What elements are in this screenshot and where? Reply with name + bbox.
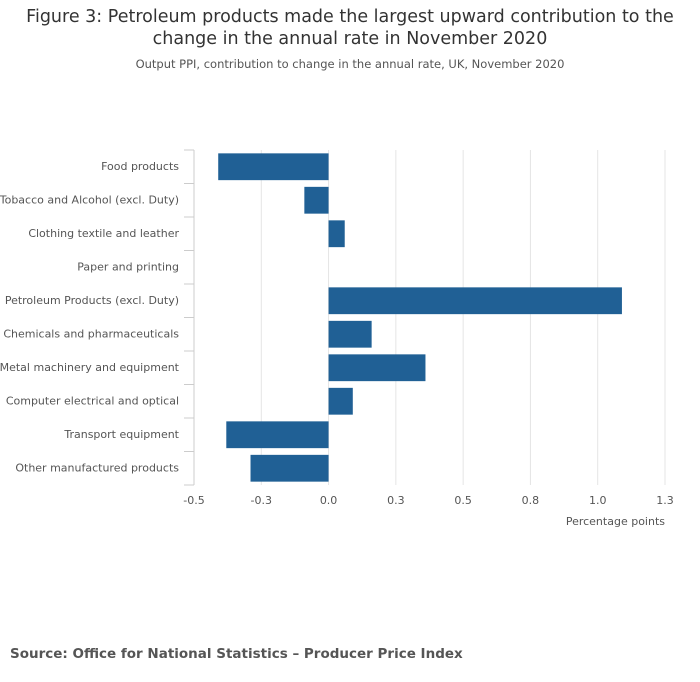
- bar: [218, 153, 329, 181]
- y-tick-label: Petroleum Products (excl. Duty): [5, 294, 179, 307]
- y-tick-label: Clothing textile and leather: [28, 227, 179, 240]
- bar: [328, 354, 426, 382]
- chart-subtitle: Output PPI, contribution to change in th…: [135, 57, 565, 71]
- bar: [226, 421, 329, 449]
- x-tick-label: 0.0: [320, 494, 338, 507]
- bar: [250, 454, 329, 482]
- x-tick-label: -0.3: [251, 494, 272, 507]
- x-tick-label: 1.3: [656, 494, 674, 507]
- bar: [304, 186, 329, 214]
- bar: [328, 320, 372, 348]
- x-tick-label: 0.3: [387, 494, 405, 507]
- x-axis-label: Percentage points: [566, 515, 665, 528]
- y-tick-label: Food products: [101, 160, 179, 173]
- bar: [328, 387, 353, 415]
- y-tick-label: Paper and printing: [77, 260, 179, 273]
- bar: [328, 287, 622, 315]
- x-tick-label: 0.5: [454, 494, 472, 507]
- x-tick-label: 1.0: [589, 494, 607, 507]
- bar: [328, 220, 345, 248]
- y-tick-label: Computer electrical and optical: [6, 394, 179, 407]
- y-tick-label: Metal machinery and equipment: [0, 361, 180, 374]
- y-tick-label: Transport equipment: [63, 428, 179, 441]
- y-tick-label: Chemicals and pharmaceuticals: [3, 327, 179, 340]
- y-tick-label: Other manufactured products: [15, 461, 179, 474]
- y-tick-label: Tobacco and Alcohol (excl. Duty): [0, 193, 179, 206]
- x-tick-label: -0.5: [183, 494, 204, 507]
- chart: Percentage points -0.5 -0.3 0.0 0.3 0.5 0.8 1.…: [0, 149, 674, 528]
- x-tick-label: 0.8: [522, 494, 540, 507]
- source: Source: Office for National Statistics –…: [10, 646, 463, 662]
- chart-title: Figure 3: Petroleum products made the la…: [26, 7, 674, 49]
